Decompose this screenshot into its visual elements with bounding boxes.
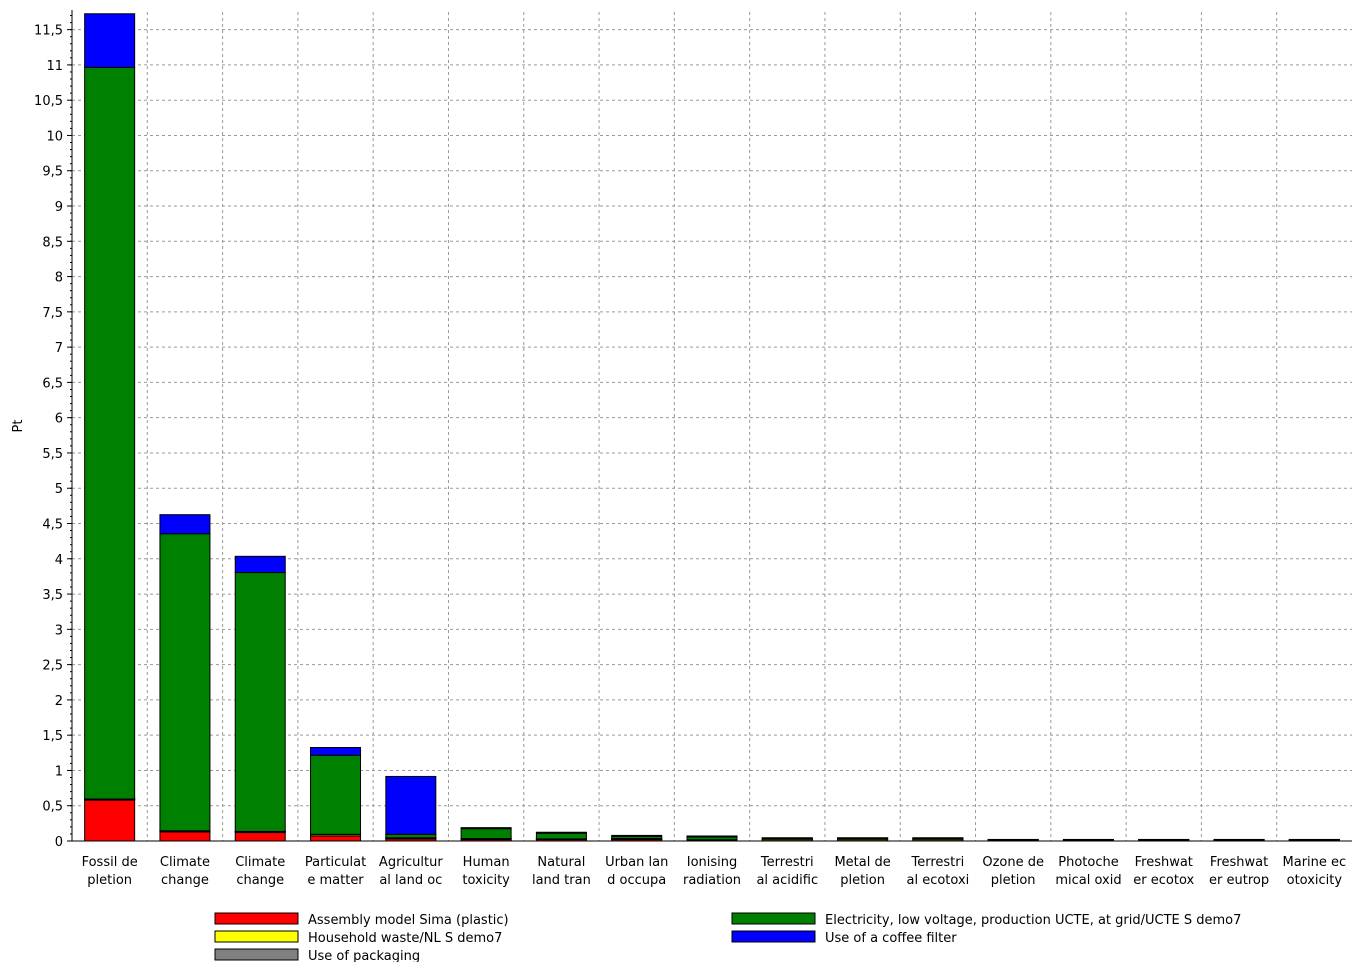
bar-segment — [385, 833, 437, 839]
x-tick-label: Natural land tran — [532, 855, 591, 888]
bar-segment — [159, 831, 211, 842]
y-tick-label: 10,5 — [34, 94, 63, 109]
y-tick-label: 11 — [46, 59, 63, 74]
bar-segment — [234, 572, 286, 832]
bar-segment — [611, 834, 663, 837]
bar-segment — [460, 828, 512, 840]
x-tick-label: Terrestri al ecotoxi — [906, 855, 969, 888]
legend-swatch — [731, 930, 816, 943]
bar-segment — [1213, 838, 1265, 841]
y-tick-label: 3,5 — [42, 588, 63, 603]
x-tick-label: Urban lan d occupa — [605, 855, 668, 888]
bar-segment — [310, 747, 362, 756]
bar-segment — [912, 837, 964, 840]
y-tick-label: 6,5 — [42, 376, 63, 391]
bar-segment — [1138, 838, 1190, 841]
x-tick-label: Terrestri al acidific — [756, 855, 818, 888]
x-tick-label: Particulat e matter — [305, 855, 366, 888]
legend-swatch — [214, 930, 299, 943]
bar-segment — [234, 832, 286, 842]
x-tick-label: Marine ec otoxicity — [1283, 855, 1347, 888]
bar-segment — [837, 837, 889, 840]
legend-label: Electricity, low voltage, production UCT… — [825, 913, 1241, 928]
y-tick-label: 11,5 — [34, 24, 63, 39]
y-tick-label: 1 — [55, 764, 63, 779]
bars — [84, 13, 1340, 842]
y-tick-label: 2,5 — [42, 659, 63, 674]
bar-segment — [1288, 838, 1340, 841]
bar-segment — [84, 66, 136, 800]
y-axis-label: Pt — [11, 420, 26, 433]
grid-lines — [72, 12, 1352, 841]
bar-segment — [84, 13, 136, 68]
y-tick-label: 10 — [46, 129, 63, 144]
y-tick-label: 8 — [55, 271, 63, 286]
y-tick-label: 1,5 — [42, 729, 63, 744]
x-tick-label: Photoche mical oxid — [1055, 855, 1121, 888]
bar-segment — [761, 837, 813, 840]
bar-segment — [310, 754, 362, 835]
bar-segment — [535, 832, 587, 840]
y-tick-label: 2 — [55, 694, 63, 709]
x-tick-label: Climate change — [235, 855, 285, 888]
legend-label: Assembly model Sima (plastic) — [308, 913, 509, 928]
bar-segment — [987, 838, 1039, 841]
bar-segment — [1062, 838, 1114, 841]
legend: Assembly model Sima (plastic) Household w… — [214, 912, 1241, 962]
y-tick-label: 9 — [55, 200, 63, 215]
bar-segment — [84, 799, 136, 842]
axes — [67, 10, 1352, 842]
y-tick-label: 9,5 — [42, 165, 63, 180]
x-tick-labels: Fossil de pletion Climate change Climate chan… — [82, 855, 1347, 888]
bar-segment — [686, 835, 738, 838]
bar-segment — [159, 533, 211, 832]
legend-swatch — [214, 948, 299, 961]
legend-label: Household waste/NL S demo7 — [308, 931, 502, 946]
bar-segment — [460, 827, 512, 830]
x-tick-label: Ionising radiation — [683, 855, 741, 888]
y-tick-label: 4,5 — [42, 518, 63, 533]
y-tick-label: 7,5 — [42, 306, 63, 321]
y-tick-label: 5 — [55, 482, 63, 497]
x-tick-label: Agricultur al land oc — [379, 855, 443, 888]
bar-segment — [159, 514, 211, 535]
y-tick-label: 0,5 — [42, 800, 63, 815]
legend-label: Use of packaging — [308, 949, 420, 962]
bar-segment — [310, 835, 362, 842]
legend-swatch — [214, 912, 299, 925]
x-tick-label: Ozone de pletion — [982, 855, 1044, 888]
bar-segment — [234, 555, 286, 574]
bar-segment — [385, 775, 437, 835]
y-tick-label: 6 — [55, 412, 63, 427]
y-tick-label: 4 — [55, 553, 63, 568]
y-tick-labels: 00,511,522,533,544,555,566,577,588,599,5… — [34, 24, 63, 850]
x-tick-label: Fossil de pletion — [82, 855, 138, 888]
y-tick-label: 0 — [55, 835, 63, 850]
x-tick-label: Human toxicity — [462, 855, 510, 888]
bar-segment — [535, 831, 587, 834]
x-tick-label: Freshwat er ecotox — [1133, 855, 1194, 888]
x-tick-label: Climate change — [160, 855, 210, 888]
y-tick-label: 8,5 — [42, 235, 63, 250]
y-tick-label: 5,5 — [42, 447, 63, 462]
y-tick-label: 3 — [55, 623, 63, 638]
x-tick-label: Metal de pletion — [834, 855, 890, 888]
legend-swatch — [731, 912, 816, 925]
x-tick-label: Freshwat er eutrop — [1209, 855, 1269, 888]
y-tick-label: 7 — [55, 341, 63, 356]
legend-label: Use of a coffee filter — [825, 931, 957, 946]
